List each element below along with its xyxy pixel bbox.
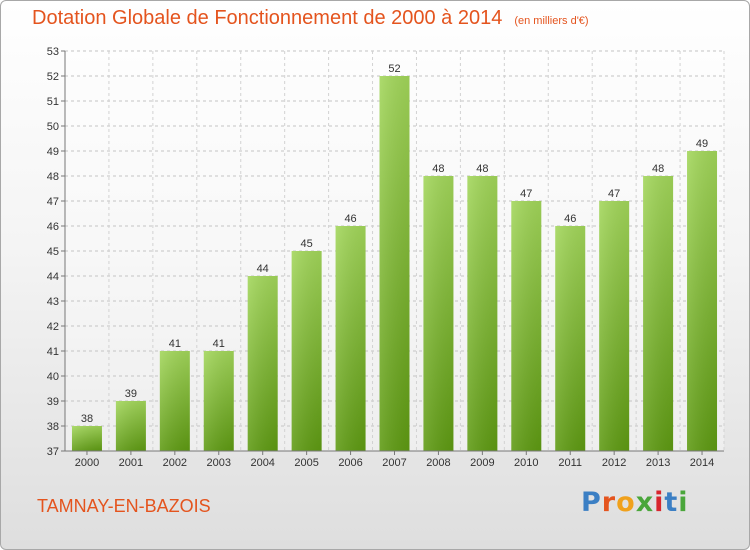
- bar-shade: [291, 251, 322, 451]
- bar-shade: [203, 351, 234, 451]
- value-label: 38: [81, 413, 93, 425]
- y-tick-label: 53: [47, 46, 59, 58]
- bar-shade: [599, 201, 630, 451]
- value-label: 46: [344, 213, 356, 225]
- y-tick-label: 51: [47, 96, 59, 108]
- y-tick-label: 42: [47, 321, 59, 333]
- chart-title: Dotation Globale de Fonctionnement de 20…: [32, 7, 503, 29]
- bar-shade: [643, 176, 674, 451]
- y-tick-label: 39: [47, 396, 59, 408]
- bar-shade: [115, 401, 146, 451]
- y-tick-label: 37: [47, 446, 59, 458]
- y-tick-label: 48: [47, 171, 59, 183]
- commune-name: TAMNAY-EN-BAZOIS: [37, 496, 211, 516]
- bar-shade: [467, 176, 498, 451]
- y-tick-label: 44: [47, 271, 59, 283]
- x-tick-label: 2007: [382, 457, 406, 469]
- y-tick-label: 45: [47, 246, 59, 258]
- bar-shade: [159, 351, 190, 451]
- y-tick-label: 49: [47, 146, 59, 158]
- value-label: 47: [608, 188, 620, 200]
- bar-shade: [687, 151, 718, 451]
- bar-shade: [511, 201, 542, 451]
- bar-shade: [247, 276, 278, 451]
- value-label: 47: [520, 188, 532, 200]
- value-label: 48: [476, 163, 488, 175]
- x-tick-label: 2011: [558, 457, 582, 469]
- x-tick-label: 2009: [470, 457, 494, 469]
- x-tick-label: 2006: [338, 457, 362, 469]
- bar-shade: [379, 76, 410, 451]
- bar-shade: [335, 226, 366, 451]
- y-tick-label: 41: [47, 346, 59, 358]
- value-label: 46: [564, 213, 576, 225]
- value-label: 52: [388, 63, 400, 75]
- y-tick-label: 47: [47, 196, 59, 208]
- y-tick-label: 50: [47, 121, 59, 133]
- value-label: 45: [301, 238, 313, 250]
- x-tick-label: 2013: [646, 457, 670, 469]
- x-tick-label: 2012: [602, 457, 626, 469]
- x-tick-label: 2000: [75, 457, 99, 469]
- value-label: 49: [696, 138, 708, 150]
- proxiti-logo: Proxiti: [581, 487, 689, 518]
- bar-shade: [555, 226, 586, 451]
- title-row: Dotation Globale de Fonctionnement de 20…: [32, 7, 589, 30]
- y-tick-label: 46: [47, 221, 59, 233]
- value-label: 48: [652, 163, 664, 175]
- value-label: 41: [213, 338, 225, 350]
- x-tick-label: 2001: [119, 457, 143, 469]
- bar-shade: [71, 426, 102, 451]
- x-tick-label: 2008: [426, 457, 450, 469]
- x-tick-label: 2010: [514, 457, 538, 469]
- y-tick-label: 52: [47, 71, 59, 83]
- x-tick-label: 2004: [250, 457, 274, 469]
- bar-shade: [423, 176, 454, 451]
- y-tick-label: 43: [47, 296, 59, 308]
- x-tick-label: 2002: [163, 457, 187, 469]
- x-tick-label: 2014: [690, 457, 714, 469]
- value-label: 48: [432, 163, 444, 175]
- value-label: 39: [125, 388, 137, 400]
- y-tick-label: 38: [47, 421, 59, 433]
- chart-subtitle: (en milliers d'€): [514, 15, 589, 27]
- value-label: 44: [257, 263, 269, 275]
- x-tick-label: 2003: [207, 457, 231, 469]
- value-label: 41: [169, 338, 181, 350]
- x-tick-label: 2005: [294, 457, 318, 469]
- y-tick-label: 40: [47, 371, 59, 383]
